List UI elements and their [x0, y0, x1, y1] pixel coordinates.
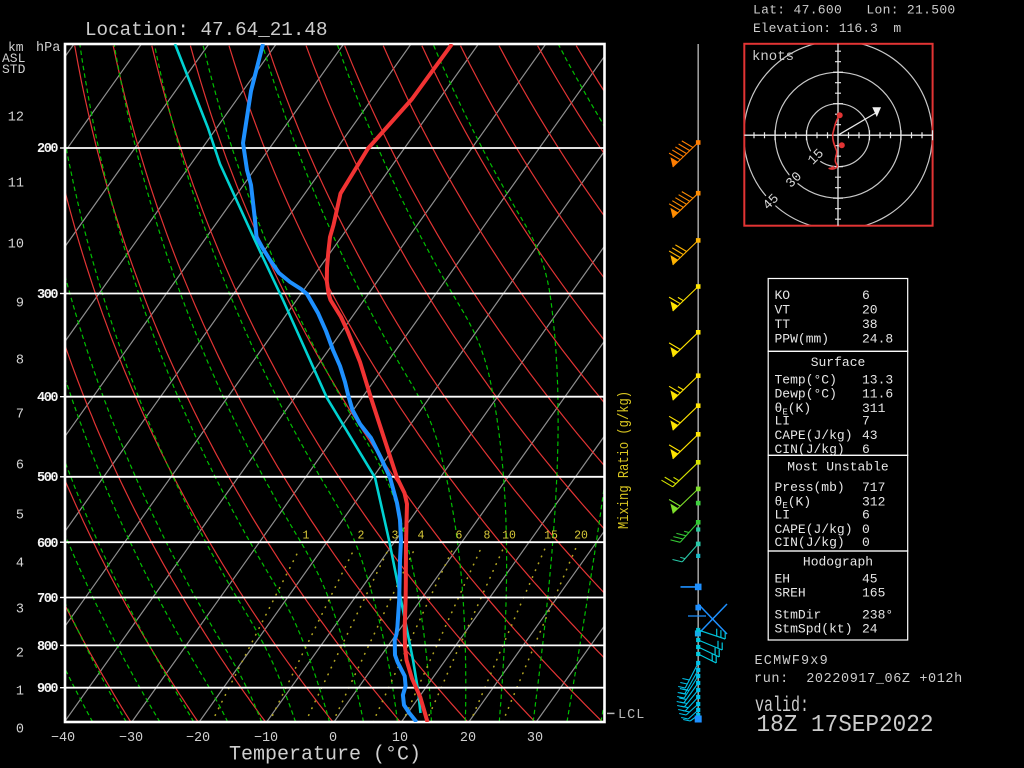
svg-text:0: 0 [329, 731, 337, 746]
svg-text:717: 717 [862, 480, 885, 495]
svg-text:0: 0 [16, 723, 24, 738]
svg-text:238°: 238° [862, 608, 893, 623]
svg-text:3: 3 [392, 530, 399, 543]
svg-text:LI: LI [775, 507, 791, 522]
svg-text:SREH: SREH [775, 586, 806, 601]
svg-text:7: 7 [16, 408, 24, 423]
svg-text:0: 0 [862, 535, 870, 550]
svg-text:8: 8 [484, 530, 491, 543]
svg-text:−30: −30 [119, 731, 143, 746]
svg-text:1: 1 [303, 530, 310, 543]
svg-text:700: 700 [37, 592, 59, 607]
svg-text:2: 2 [16, 647, 24, 662]
svg-text:10: 10 [502, 530, 516, 543]
svg-text:300: 300 [37, 288, 59, 303]
svg-text:km: km [8, 40, 24, 55]
svg-text:run: 20220917_06Z +012h: run: 20220917_06Z +012h [754, 672, 963, 687]
svg-text:11: 11 [8, 177, 24, 192]
svg-text:Hodograph: Hodograph [803, 554, 873, 569]
svg-text:800: 800 [37, 640, 59, 655]
svg-text:11.6: 11.6 [862, 387, 893, 402]
svg-text:311: 311 [862, 401, 886, 416]
svg-text:LI: LI [775, 414, 791, 429]
svg-text:20: 20 [574, 530, 588, 543]
svg-text:knots: knots [752, 49, 794, 65]
svg-text:6: 6 [16, 459, 24, 474]
svg-text:24.8: 24.8 [862, 332, 893, 347]
svg-text:KO: KO [775, 288, 791, 303]
svg-text:20: 20 [862, 302, 878, 317]
svg-text:10: 10 [392, 731, 408, 746]
svg-text:Location: 47.64_21.48: Location: 47.64_21.48 [85, 19, 328, 41]
svg-text:CAPE(J/kg): CAPE(J/kg) [775, 522, 853, 537]
svg-text:4: 4 [16, 557, 24, 572]
svg-text:−40: −40 [51, 731, 75, 746]
svg-text:hPa: hPa [36, 41, 60, 56]
svg-text:0: 0 [862, 522, 870, 537]
svg-text:312: 312 [862, 495, 885, 510]
svg-text:1: 1 [16, 685, 24, 700]
svg-text:6: 6 [862, 507, 870, 522]
svg-text:Lat: 47.600 Lon: 21.500: Lat: 47.600 Lon: 21.500 [753, 3, 956, 18]
svg-text:2: 2 [358, 530, 365, 543]
svg-text:StmSpd(kt): StmSpd(kt) [775, 622, 853, 637]
svg-text:6: 6 [456, 530, 463, 543]
svg-text:STD: STD [2, 62, 26, 77]
svg-text:900: 900 [37, 682, 59, 697]
svg-text:CAPE(J/kg): CAPE(J/kg) [775, 428, 853, 443]
svg-text:Temp(°C): Temp(°C) [775, 373, 837, 388]
svg-text:45: 45 [862, 572, 878, 587]
svg-text:13.3: 13.3 [862, 373, 893, 388]
svg-text:Dewp(°C): Dewp(°C) [775, 387, 837, 402]
svg-text:600: 600 [37, 537, 59, 552]
svg-text:7: 7 [862, 414, 870, 429]
svg-text:Most Unstable: Most Unstable [787, 459, 888, 474]
svg-text:200: 200 [37, 142, 59, 157]
svg-text:Elevation: 116.3 m: Elevation: 116.3 m [753, 21, 901, 36]
svg-text:165: 165 [862, 586, 885, 601]
svg-text:Press(mb): Press(mb) [775, 480, 845, 495]
svg-text:EH: EH [775, 572, 791, 587]
svg-text:4: 4 [418, 530, 425, 543]
svg-text:Mixing Ratio (g/kg): Mixing Ratio (g/kg) [617, 391, 633, 529]
svg-text:VT: VT [775, 302, 791, 317]
svg-text:8: 8 [16, 354, 24, 369]
svg-text:6: 6 [862, 442, 870, 457]
svg-text:30: 30 [527, 731, 543, 746]
svg-text:LCL: LCL [618, 708, 645, 723]
svg-text:6: 6 [862, 288, 870, 303]
svg-text:TT: TT [775, 317, 791, 332]
svg-text:−10: −10 [254, 731, 278, 746]
svg-text:CIN(J/kg): CIN(J/kg) [775, 535, 845, 550]
svg-text:18Z 17SEP2022: 18Z 17SEP2022 [757, 712, 934, 739]
svg-text:StmDir: StmDir [775, 608, 822, 623]
svg-text:400: 400 [37, 391, 59, 406]
svg-text:3: 3 [16, 603, 24, 618]
svg-text:24: 24 [862, 622, 878, 637]
svg-text:9: 9 [16, 297, 24, 312]
svg-text:20: 20 [460, 731, 476, 746]
svg-text:PPW(mm): PPW(mm) [775, 332, 830, 347]
svg-text:CIN(J/kg): CIN(J/kg) [775, 442, 845, 457]
svg-text:Surface: Surface [811, 355, 866, 370]
svg-text:ECMWF9x9: ECMWF9x9 [755, 654, 829, 669]
svg-text:15: 15 [544, 530, 558, 543]
svg-text:43: 43 [862, 428, 878, 443]
svg-text:10: 10 [8, 238, 24, 253]
svg-text:5: 5 [16, 509, 24, 524]
svg-text:500: 500 [37, 471, 59, 486]
svg-text:ASL: ASL [2, 51, 25, 66]
svg-text:12: 12 [8, 111, 24, 126]
svg-text:38: 38 [862, 317, 878, 332]
svg-text:Temperature (°C): Temperature (°C) [229, 744, 421, 767]
svg-text:−20: −20 [186, 731, 210, 746]
svg-text:valid:: valid: [755, 695, 809, 718]
